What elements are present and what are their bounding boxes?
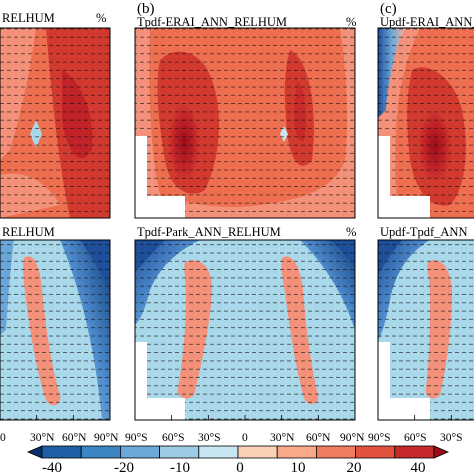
- xtick-d-60n: 60°N: [62, 432, 87, 444]
- xtick-e-90s: 90°S: [125, 432, 148, 444]
- cb-label-m40: -40: [42, 460, 62, 474]
- panel-a-top-title: RELHUM: [2, 11, 55, 25]
- colorbar-bin-4: [159, 445, 200, 459]
- xtick-f-90s: 90°S: [368, 432, 391, 444]
- colorbar-bin-10: [394, 445, 435, 459]
- colorbar-bin-2: [80, 445, 121, 459]
- cb-label-m10: -10: [170, 460, 190, 474]
- xtick-e-30s: 30°S: [198, 432, 221, 444]
- xtick-e-30n: 30°N: [270, 432, 295, 444]
- x-tick-marks: [0, 415, 452, 420]
- colorbar-bin-5: [198, 445, 239, 459]
- xtick-d-90n: 90°N: [94, 432, 119, 444]
- panel-c-letter: (c): [380, 1, 397, 17]
- panel-b-unit: %: [346, 15, 356, 29]
- panel-b-title: Tpdf-ERAI_ANN_RELHUM: [137, 15, 287, 29]
- xtick-e-60s: 60°S: [162, 432, 185, 444]
- xtick-f-30s: 30°S: [440, 432, 463, 444]
- colorbar: [26, 445, 450, 459]
- xtick-f-60s: 60°S: [404, 432, 427, 444]
- panel-c-title: Updf-ERAI_ANN_RELHUM: [380, 15, 474, 29]
- cb-label-0: 0: [236, 460, 244, 474]
- panel-c: (c) Updf-ERAI_ANN_RELHUM: [377, 1, 474, 219]
- panel-b-letter: (b): [137, 1, 155, 17]
- panel-b: (b) Tpdf-ERAI_ANN_RELHUM %: [134, 1, 356, 219]
- panel-b-bottom-title: Tpdf-Park_ANN_RELHUM: [137, 225, 281, 239]
- panel-b-bottom-field: [135, 240, 355, 420]
- panel-a-bottom: RELHUM: [0, 225, 111, 421]
- panel-a-top-field: [0, 28, 110, 218]
- panel-a-top: RELHUM %: [0, 11, 111, 219]
- colorbar-labels: -40 -20 -10 0 10 20 40: [42, 460, 426, 474]
- panel-a-bottom-field: [0, 240, 110, 420]
- cb-label-40: 40: [411, 460, 426, 474]
- panel-c-bottom-title: Updf-Tpdf_ANN: [380, 225, 467, 239]
- x-tick-labels: 0 30°N 60°N 90°N 90°S 60°S 30°S 0 30°N 6…: [0, 432, 463, 444]
- panel-c-bottom: Updf-Tpdf_ANN: [377, 225, 474, 421]
- cb-label-10: 10: [291, 460, 306, 474]
- panel-c-bottom-field: [378, 240, 474, 420]
- panel-c-field: [378, 28, 474, 218]
- panel-a-top-unit: %: [96, 11, 106, 25]
- xtick-e-90n: 90°N: [340, 432, 365, 444]
- xtick-d-30n: 30°N: [30, 432, 55, 444]
- panel-b-field: [135, 28, 355, 218]
- panel-a-bottom-title: RELHUM: [2, 225, 55, 239]
- colorbar-bin-3: [120, 445, 161, 459]
- xtick-e-60n: 60°N: [306, 432, 331, 444]
- cb-label-m20: -20: [114, 460, 134, 474]
- colorbar-bin-9: [355, 445, 396, 459]
- colorbar-bin-8: [315, 445, 356, 459]
- panel-b-bottom: Tpdf-Park_ANN_RELHUM %: [134, 225, 356, 421]
- xtick-e-0: 0: [242, 432, 248, 444]
- colorbar-bin-1: [41, 445, 82, 459]
- colorbar-bin-11: [433, 445, 450, 459]
- cb-label-20: 20: [347, 460, 362, 474]
- panel-b-bottom-unit: %: [346, 225, 356, 239]
- colorbar-bin-0: [26, 445, 43, 459]
- colorbar-bin-7: [276, 445, 317, 459]
- colorbar-bin-6: [237, 445, 278, 459]
- xtick-d-0: 0: [0, 432, 6, 444]
